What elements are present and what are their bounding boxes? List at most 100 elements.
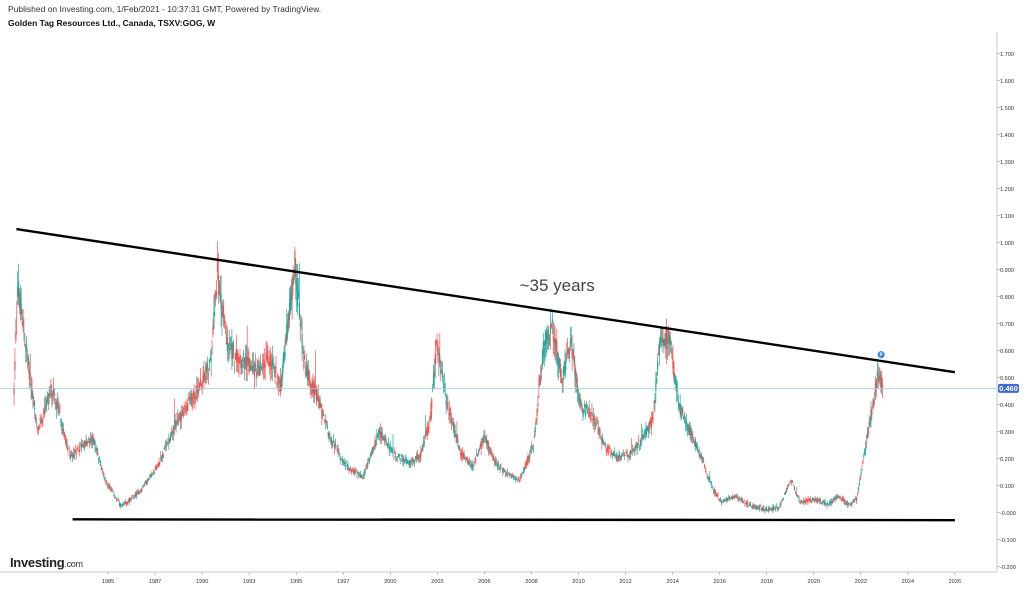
candle-body — [401, 458, 403, 462]
candle-body — [389, 446, 391, 449]
candle-body — [303, 355, 305, 369]
candle-body — [172, 425, 174, 434]
candle-body — [582, 408, 584, 412]
candle-body — [774, 508, 776, 510]
candle-body — [518, 478, 520, 482]
candle-body — [296, 278, 298, 293]
candle-body — [381, 431, 383, 436]
candle-body — [867, 428, 869, 435]
candle-body — [345, 463, 347, 464]
candle-body — [470, 464, 472, 466]
candle-body — [139, 492, 141, 494]
candle-body — [717, 494, 719, 496]
candle-body — [642, 435, 644, 440]
candle-body — [323, 419, 326, 422]
candle-body — [242, 358, 244, 362]
candle-body — [522, 469, 525, 473]
candle-body — [329, 436, 331, 438]
candle-body — [32, 394, 34, 400]
candle-body — [311, 383, 313, 392]
candle-body — [743, 501, 745, 503]
candle-body — [337, 449, 339, 453]
candle-body — [810, 501, 813, 502]
candle-body — [220, 294, 222, 310]
candle-body — [33, 401, 35, 407]
candle-body — [519, 481, 521, 482]
candle-body — [792, 484, 795, 486]
candle-body — [504, 474, 507, 475]
support-trendline[interactable] — [72, 518, 955, 522]
candle-body — [591, 411, 593, 413]
candle-body — [833, 497, 835, 500]
candle-body — [684, 421, 687, 424]
y-tick-label: 1.000 — [1000, 241, 1014, 247]
candle-body — [879, 373, 881, 380]
candle-body — [285, 334, 287, 346]
candle-body — [711, 486, 714, 487]
x-tick-label: 2016 — [713, 579, 725, 585]
x-tick-label: 2012 — [619, 579, 631, 585]
candle-body — [584, 404, 586, 408]
candle-body — [434, 353, 436, 364]
candle-body — [850, 502, 852, 505]
candle-body — [710, 481, 712, 483]
candle-body — [414, 460, 416, 463]
candle-body — [486, 439, 488, 444]
candle-body — [224, 332, 227, 333]
candle-body — [495, 461, 498, 463]
candle-body — [58, 408, 60, 410]
candle-body — [221, 310, 223, 317]
candle-body — [146, 479, 148, 484]
candle-body — [157, 463, 159, 466]
candle-body — [327, 432, 329, 436]
candle-body — [86, 441, 88, 444]
candle-body — [42, 419, 44, 420]
candle-body — [580, 401, 582, 406]
candle-body — [274, 369, 276, 373]
candle-body — [769, 508, 771, 510]
candle-body — [681, 408, 683, 414]
candle-body — [305, 371, 307, 376]
candle-body — [545, 331, 547, 344]
candle-body — [334, 443, 336, 446]
candle-body — [170, 431, 173, 436]
candle-body — [709, 479, 711, 481]
candle-body — [513, 477, 516, 478]
candle-body — [321, 408, 323, 417]
candle-body — [877, 376, 879, 378]
candle-body — [242, 353, 245, 356]
candle-body — [817, 498, 819, 502]
candle-body — [394, 450, 396, 454]
candle-body — [844, 501, 846, 503]
candle-body — [202, 374, 204, 383]
candle-body — [654, 400, 656, 404]
investing-logo: Investing.com — [10, 555, 83, 570]
candle-body — [37, 427, 39, 430]
candle-body — [722, 499, 724, 501]
candle-body — [288, 302, 291, 320]
candle-body — [451, 422, 454, 426]
candle-body — [402, 458, 404, 461]
candle-body — [720, 500, 722, 501]
x-tick-label: 2024 — [902, 579, 914, 585]
event-marker[interactable] — [876, 350, 886, 360]
candle-body — [189, 397, 192, 399]
candle-body — [848, 503, 850, 505]
candle-body — [777, 507, 779, 510]
candle-body — [665, 332, 667, 348]
resistance-trendline[interactable] — [16, 227, 956, 374]
candle-body — [643, 434, 645, 438]
candle-body — [199, 378, 201, 386]
candle-body — [323, 414, 325, 416]
candle-body — [120, 504, 122, 506]
candle-body — [623, 452, 625, 455]
candle-body — [67, 447, 69, 450]
candle-body — [52, 393, 54, 395]
candle-body — [822, 500, 824, 503]
candle-body — [428, 426, 430, 429]
candle-body — [780, 502, 782, 505]
candle-body — [653, 401, 655, 403]
candle-body — [862, 460, 864, 464]
candle-body — [815, 499, 817, 501]
